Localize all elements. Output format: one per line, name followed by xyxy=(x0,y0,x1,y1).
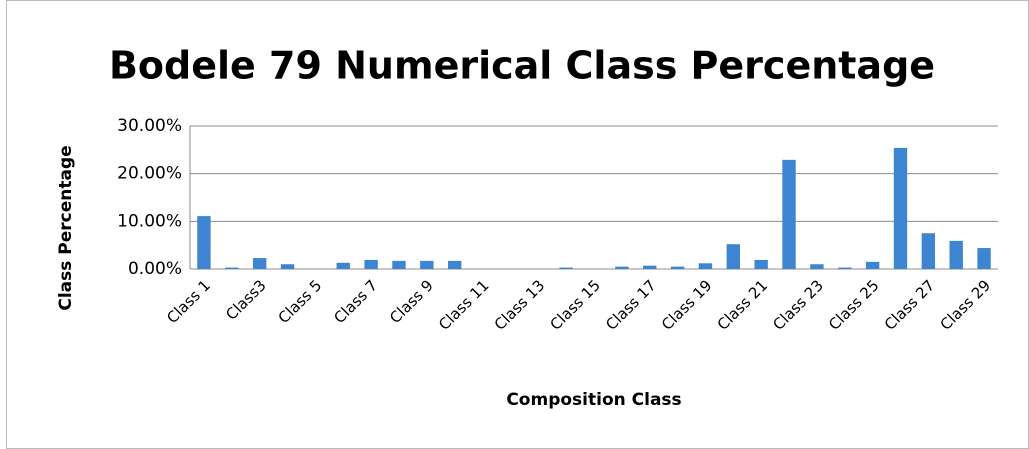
bar xyxy=(225,267,239,269)
bar xyxy=(698,263,713,269)
bar xyxy=(364,259,378,269)
y-axis-label: Class Percentage xyxy=(56,145,76,310)
bar xyxy=(392,260,406,269)
bar xyxy=(977,248,991,269)
bar xyxy=(782,159,796,269)
chart-frame xyxy=(6,0,1029,449)
bar xyxy=(810,264,824,269)
y-tick-label: 0.00% xyxy=(128,259,182,279)
bar xyxy=(420,260,434,269)
bar xyxy=(893,147,908,269)
bar xyxy=(448,260,462,269)
bar xyxy=(921,233,936,269)
chart-title: Bodele 79 Numerical Class Percentage xyxy=(109,44,935,88)
y-tick-label: 30.00% xyxy=(117,116,182,136)
bar xyxy=(615,266,629,269)
bar xyxy=(252,258,267,269)
bar xyxy=(670,266,685,269)
bar xyxy=(336,262,350,269)
y-tick-label: 10.00% xyxy=(117,211,182,231)
bar xyxy=(643,265,657,269)
bar xyxy=(754,259,768,269)
bar xyxy=(838,267,852,269)
y-tick-label: 20.00% xyxy=(117,164,182,184)
bar xyxy=(280,264,295,269)
bar xyxy=(949,240,963,269)
bar xyxy=(197,216,211,269)
bar xyxy=(726,244,740,269)
bar xyxy=(559,267,573,269)
bar xyxy=(865,261,880,269)
x-axis-label: Composition Class xyxy=(506,390,681,410)
